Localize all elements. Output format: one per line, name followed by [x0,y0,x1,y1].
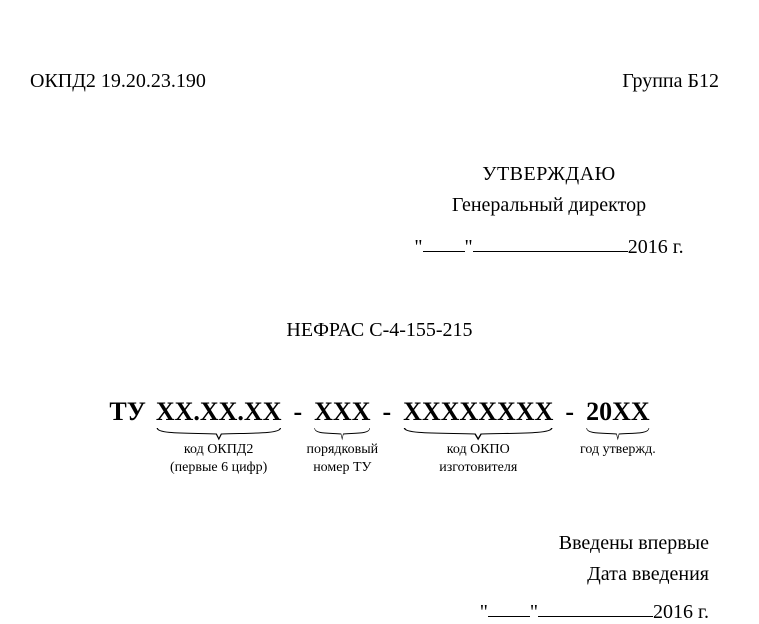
tu-seg-caption-line1: год утвержд. [580,442,656,457]
effective-date-line: " " 2016 г. [30,596,709,624]
product-title: НЕФРАС С-4-155-215 [30,319,729,342]
tu-designation-row: ТУ ХХ.ХХ.ХХ код ОКПД2 (первые 6 цифр) - … [30,397,729,427]
brace-icon [314,427,370,441]
brace-icon [403,427,553,441]
approve-heading: УТВЕРЖДАЮ [379,163,719,186]
tu-seg-caption-line2: (первые 6 цифр) [170,460,267,475]
quote-open: " [414,236,422,258]
tu-seg-caption: код ОКПО изготовителя [439,441,517,476]
document-page: ОКПД2 19.20.23.190 Группа Б12 УТВЕРЖДАЮ … [0,0,759,622]
quote-close: " [465,236,473,258]
tu-seg-caption-line1: код ОКПО [447,442,510,457]
tu-segment-okpo: ХХХХХХХХ код ОКПО изготовителя [403,397,553,427]
tu-dash: - [563,397,576,427]
top-row: ОКПД2 19.20.23.190 Группа Б12 [30,70,729,93]
quote-open: " [480,601,488,623]
tu-dash: - [381,397,394,427]
approve-year: 2016 г. [628,236,684,258]
tu-segment-serial: ХХХ порядковый номер ТУ [314,397,370,427]
tu-prefix: ТУ [109,397,145,427]
approve-day-blank [423,230,465,252]
tu-seg-caption-line1: порядковый [307,442,379,457]
footer-year: 2016 г. [653,601,709,623]
tu-seg-value: ХХХХХХХХ [403,397,553,426]
footer-month-blank [538,595,653,617]
intro-status: Введены впервые [30,532,709,555]
effective-date-label: Дата введения [30,563,709,586]
tu-segment-okpd2: ХХ.ХХ.ХХ код ОКПД2 (первые 6 цифр) [156,397,282,427]
group-code: Группа Б12 [622,70,729,93]
footer-day-blank [488,595,530,617]
footer-block: Введены впервые Дата введения " " 2016 г. [30,532,729,624]
tu-seg-value: ХХ.ХХ.ХХ [156,397,282,426]
approve-month-blank [473,230,628,252]
approve-position: Генеральный директор [379,194,719,217]
brace-icon [586,427,650,441]
okpd2-code: ОКПД2 19.20.23.190 [30,70,206,93]
brace-icon [156,427,282,441]
tu-seg-caption: порядковый номер ТУ [307,441,379,476]
approve-block: УТВЕРЖДАЮ Генеральный директор " " 2016 г. [379,163,719,259]
tu-seg-value: ХХХ [314,397,370,426]
tu-dash: - [291,397,304,427]
tu-seg-caption: код ОКПД2 (первые 6 цифр) [170,441,267,476]
approve-date-line: " " 2016 г. [379,231,719,259]
tu-seg-caption-line2: номер ТУ [313,460,371,475]
tu-seg-caption-line1: код ОКПД2 [184,442,253,457]
tu-seg-caption: год утвержд. [580,441,656,459]
tu-seg-caption-line2: изготовителя [439,460,517,475]
tu-seg-value: 20ХХ [586,397,650,426]
tu-segment-year: 20ХХ год утвержд. [586,397,650,427]
quote-close: " [530,601,538,623]
